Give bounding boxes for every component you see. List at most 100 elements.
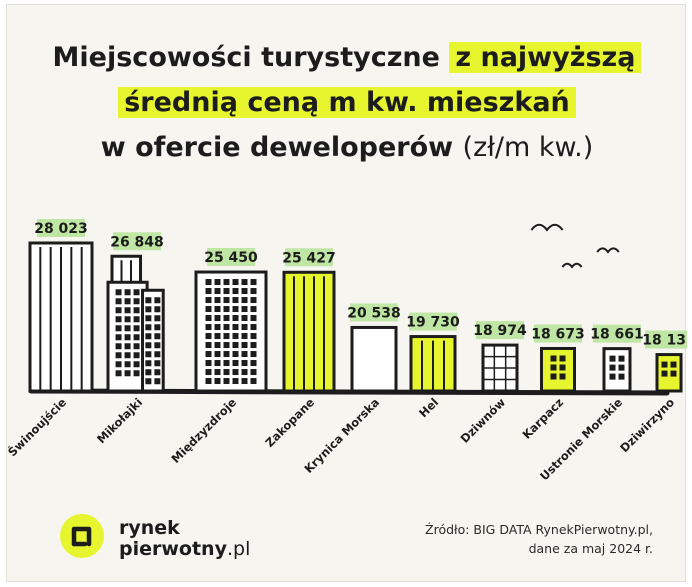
building-window — [559, 364, 566, 371]
building-window — [115, 298, 122, 305]
data-label: 18 661 — [590, 324, 644, 343]
building-window — [133, 307, 140, 314]
building-window — [214, 297, 221, 304]
building-window — [223, 369, 230, 376]
brand-second: pierwotny — [119, 538, 227, 560]
building-window — [241, 378, 248, 385]
building-window — [145, 333, 152, 340]
title-unit: (zł/m kw.) — [462, 132, 594, 163]
building-window — [250, 297, 257, 304]
data-label-bg — [37, 219, 85, 237]
building-window — [154, 378, 161, 385]
building-window — [145, 297, 152, 304]
data-label-text: 18 974 — [473, 323, 527, 339]
building-window — [214, 279, 221, 286]
building-window — [214, 342, 221, 349]
building-window — [145, 306, 152, 313]
building-window — [124, 289, 131, 296]
building-window — [145, 315, 152, 322]
title-line-1-highlight: z najwyższą — [449, 42, 642, 73]
building-window — [241, 315, 248, 322]
building-window — [223, 360, 230, 367]
building-facade — [282, 270, 336, 393]
building-window — [205, 360, 212, 367]
building-window — [133, 343, 140, 350]
brand-name: rynek pierwotny.pl — [119, 518, 250, 560]
building-window — [214, 315, 221, 322]
building-window — [241, 333, 248, 340]
building-window — [115, 334, 122, 341]
building-window — [133, 298, 140, 305]
building-window — [133, 370, 140, 377]
building-window — [241, 369, 248, 376]
building-window — [205, 342, 212, 349]
building-window — [124, 334, 131, 341]
building-window — [550, 355, 557, 362]
building-window — [115, 370, 122, 377]
title-line-3-plain: w ofercie deweloperów — [100, 132, 454, 163]
bar — [409, 335, 457, 393]
building-window — [232, 360, 239, 367]
data-label-bg — [409, 312, 457, 331]
tick-label: Dziwnów — [458, 395, 509, 446]
building-window — [133, 334, 140, 341]
building-facade — [602, 347, 632, 393]
data-label-bg — [113, 232, 161, 251]
building-window — [124, 343, 131, 350]
building-window — [232, 333, 239, 340]
building-window — [214, 324, 221, 331]
bar — [602, 347, 632, 393]
building-window — [154, 333, 161, 340]
data-label-bg — [476, 321, 524, 340]
bar — [481, 343, 519, 393]
building-window — [250, 378, 257, 385]
building-window — [232, 306, 239, 313]
building-window — [670, 361, 677, 368]
title-line-1-plain: Miejscowości turystyczne — [52, 42, 450, 73]
value-labels-layer: 28 023 26 848 25 450 25 427 20 538 19 730 18 9… — [34, 219, 687, 349]
building-window — [205, 333, 212, 340]
data-label: 18 673 — [531, 324, 585, 343]
source-line-1: Źródło: BIG DATA RynekPierwotny.pl, — [425, 522, 653, 537]
building-window — [154, 351, 161, 358]
building-window — [559, 355, 566, 362]
building-window — [214, 351, 221, 358]
building-window — [223, 279, 230, 286]
building-window — [661, 370, 668, 377]
category-labels-layer: Świnoujście Mikołajki Międzyzdroje Zakopane… — [7, 394, 677, 483]
building-window — [241, 279, 248, 286]
building-window — [205, 378, 212, 385]
building-window — [241, 351, 248, 358]
building-window — [241, 342, 248, 349]
data-label: 18 133 — [642, 330, 687, 349]
building-window — [214, 288, 221, 295]
data-label-bg — [645, 330, 687, 349]
building-window — [232, 324, 239, 331]
building-window — [205, 306, 212, 313]
data-label-bg — [285, 248, 333, 267]
building-window — [124, 307, 131, 314]
building-window — [205, 324, 212, 331]
data-label-bg — [593, 324, 641, 343]
building-window — [223, 297, 230, 304]
building-facade — [350, 325, 398, 393]
building-window — [154, 342, 161, 349]
data-label-text: 18 673 — [531, 326, 585, 342]
building-window — [145, 351, 152, 358]
building-window — [133, 352, 140, 359]
data-label-text: 25 450 — [204, 250, 258, 266]
building-window — [115, 352, 122, 359]
building-window — [250, 306, 257, 313]
building-window — [232, 315, 239, 322]
building-window — [133, 289, 140, 296]
data-label-text: 20 538 — [347, 305, 401, 321]
building-window — [223, 351, 230, 358]
infographic-card: Miejscowości turystyczne z najwyższą śre… — [6, 4, 687, 582]
chart-title: Miejscowości turystyczne z najwyższą śre… — [7, 35, 687, 170]
building-window — [115, 316, 122, 323]
bar — [28, 241, 94, 393]
bird-icon — [596, 247, 620, 254]
building-window — [154, 360, 161, 367]
brand-line-1: rynek — [119, 517, 180, 539]
building-window — [241, 360, 248, 367]
